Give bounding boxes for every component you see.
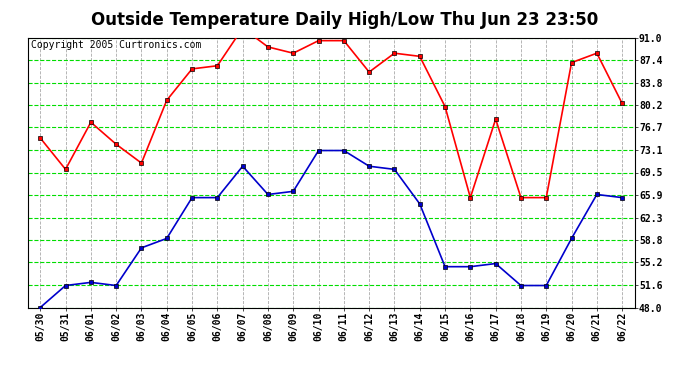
Text: Outside Temperature Daily High/Low Thu Jun 23 23:50: Outside Temperature Daily High/Low Thu J… xyxy=(91,11,599,29)
Text: Copyright 2005 Curtronics.com: Copyright 2005 Curtronics.com xyxy=(30,40,201,50)
